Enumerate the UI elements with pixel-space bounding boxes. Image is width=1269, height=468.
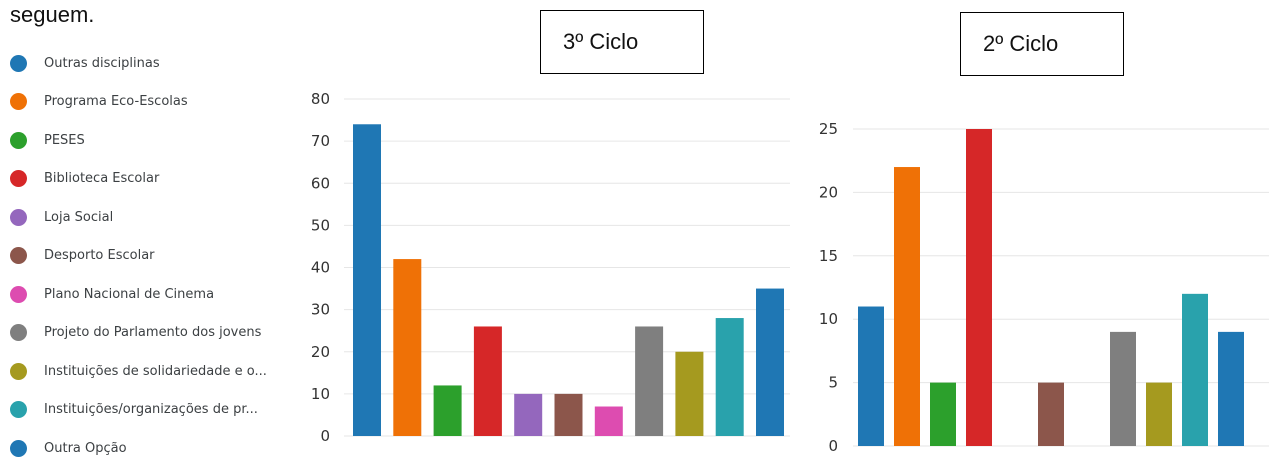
legend-item-biblioteca-escolar[interactable]: Biblioteca Escolar bbox=[10, 160, 300, 199]
legend-dot-icon bbox=[10, 131, 27, 149]
legend-dot-icon bbox=[10, 208, 27, 226]
y-tick-label: 25 bbox=[819, 120, 838, 138]
bar-4[interactable] bbox=[473, 326, 502, 436]
y-tick-label: 50 bbox=[311, 216, 330, 234]
legend-label: Instituições/organizações de pr... bbox=[44, 402, 258, 418]
bar-chart-3-ciclo: 0 10 20 30 40 50 60 70 80 bbox=[311, 90, 790, 445]
legend-item-desporto-escolar[interactable]: Desporto Escolar bbox=[10, 237, 300, 276]
bar-chart-2-ciclo: 0 5 10 15 20 25 bbox=[819, 120, 1269, 455]
y-tick-label: 10 bbox=[819, 310, 838, 328]
chart-title-2-ciclo: 2º Ciclo bbox=[960, 12, 1124, 76]
legend-dot-icon bbox=[10, 401, 27, 419]
y-tick-label: 30 bbox=[311, 301, 330, 319]
chart-title-3-ciclo: 3º Ciclo bbox=[540, 10, 704, 74]
legend-item-loja-social[interactable]: Loja Social bbox=[10, 198, 300, 237]
legend-dot-icon bbox=[10, 247, 27, 265]
legend-label: Programa Eco-Escolas bbox=[44, 94, 188, 110]
legend-item-peses[interactable]: PESES bbox=[10, 121, 300, 160]
page-heading: seguem. bbox=[10, 2, 95, 27]
bar-6[interactable] bbox=[1038, 382, 1064, 446]
legend-item-instituicoes-solidariedade[interactable]: Instituições de solidariedade e o... bbox=[10, 352, 300, 391]
bar-6[interactable] bbox=[554, 393, 583, 436]
bar-10[interactable] bbox=[715, 318, 744, 436]
legend-label: Projeto do Parlamento dos jovens bbox=[44, 325, 262, 341]
bar-1[interactable] bbox=[858, 306, 884, 446]
legend-item-projeto-parlamento-jovens[interactable]: Projeto do Parlamento dos jovens bbox=[10, 314, 300, 353]
legend-item-plano-nacional-de-cinema[interactable]: Plano Nacional de Cinema bbox=[10, 275, 300, 314]
legend-label: Plano Nacional de Cinema bbox=[44, 286, 215, 302]
bar-2[interactable] bbox=[894, 167, 920, 447]
legend-dot-icon bbox=[10, 54, 27, 72]
bar-9[interactable] bbox=[1146, 382, 1172, 446]
bar-8[interactable] bbox=[1110, 331, 1136, 446]
legend-dot-icon bbox=[10, 285, 27, 303]
bar-11[interactable] bbox=[756, 288, 784, 436]
bar-5[interactable] bbox=[514, 393, 543, 436]
legend-item-instituicoes-organizacoes[interactable]: Instituições/organizações de pr... bbox=[10, 391, 300, 430]
bar-7[interactable] bbox=[594, 406, 623, 436]
bar-4[interactable] bbox=[966, 129, 992, 446]
legend-dot-icon bbox=[10, 170, 27, 188]
bar-3[interactable] bbox=[433, 385, 462, 436]
legend-label: Desporto Escolar bbox=[44, 248, 155, 264]
bar-9[interactable] bbox=[675, 351, 704, 436]
bar-10[interactable] bbox=[1182, 293, 1208, 446]
y-tick-label: 80 bbox=[311, 90, 330, 108]
y-tick-label: 0 bbox=[828, 437, 838, 455]
legend-label: Instituições de solidariedade e o... bbox=[44, 363, 267, 379]
bar-2[interactable] bbox=[393, 259, 422, 436]
y-tick-label: 0 bbox=[320, 427, 330, 445]
legend-dot-icon bbox=[10, 362, 27, 380]
y-tick-label: 40 bbox=[311, 259, 330, 277]
bar-1[interactable] bbox=[353, 124, 381, 437]
legend-label: PESES bbox=[44, 132, 85, 148]
y-tick-label: 5 bbox=[828, 374, 838, 392]
y-tick-label: 10 bbox=[311, 385, 330, 403]
legend-label: Outras disciplinas bbox=[44, 55, 160, 71]
y-tick-label: 70 bbox=[311, 132, 330, 150]
legend-item-programa-eco-escolas[interactable]: Programa Eco-Escolas bbox=[10, 83, 300, 122]
legend-dot-icon bbox=[10, 93, 27, 111]
legend-item-outras-disciplinas[interactable]: Outras disciplinas bbox=[10, 44, 300, 83]
bar-8[interactable] bbox=[635, 326, 664, 436]
y-tick-label: 20 bbox=[819, 183, 838, 201]
legend-label: Biblioteca Escolar bbox=[44, 171, 160, 187]
bar-3[interactable] bbox=[930, 382, 956, 446]
y-tick-label: 20 bbox=[311, 343, 330, 361]
y-tick-label: 15 bbox=[819, 247, 838, 265]
y-tick-label: 60 bbox=[311, 174, 330, 192]
bar-11[interactable] bbox=[1218, 331, 1244, 446]
legend-dot-icon bbox=[10, 324, 27, 342]
legend-label: Loja Social bbox=[44, 209, 114, 225]
